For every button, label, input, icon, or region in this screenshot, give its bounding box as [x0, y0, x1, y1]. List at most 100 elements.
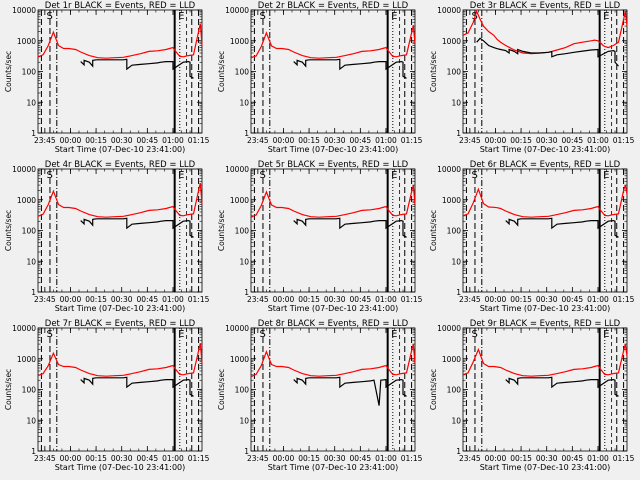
x-tick-label: 00:30 [536, 136, 558, 145]
x-axis-label: Start Time (07-Dec-10 23:41:00) [480, 304, 611, 313]
x-tick-label: 01:00 [587, 136, 609, 145]
y-tick-label: 1 [31, 447, 36, 456]
chart-title: Det 8r BLACK = Events, RED = LLD [258, 319, 409, 329]
x-tick-label: 01:15 [188, 295, 210, 304]
series-line-lld [37, 343, 203, 377]
chart-panel-2: Det 2r BLACK = Events, RED = LLD 1 10 100 10… [217, 1, 423, 154]
x-tick-label: 23:45 [34, 295, 56, 304]
x-tick-label: 01:15 [401, 295, 423, 304]
y-axis-label: Counts/sec [4, 369, 13, 410]
x-axis-label: Start Time (07-Dec-10 23:41:00) [480, 145, 611, 154]
start-marker: S [260, 11, 266, 22]
y-tick-label: 10000 [12, 6, 36, 15]
x-tick-label: 00:15 [85, 295, 107, 304]
series-line-events [293, 217, 407, 238]
x-tick-label: 00:30 [324, 136, 346, 145]
x-tick-label: 00:30 [324, 454, 346, 463]
y-tick-label: 100 [235, 386, 250, 395]
x-tick-label: 00:45 [137, 454, 159, 463]
y-tick-label: 10000 [437, 6, 461, 15]
plot-frame [250, 9, 416, 134]
chart-panel-4: Det 4r BLACK = Events, RED = LLD 1 10 100 10… [4, 160, 210, 313]
x-axis-label: Start Time (07-Dec-10 23:41:00) [268, 463, 399, 472]
x-tick-label: 00:15 [510, 295, 532, 304]
x-tick-label: 01:00 [375, 136, 397, 145]
x-tick-label: 23:45 [247, 454, 269, 463]
x-tick-label: 00:45 [350, 454, 372, 463]
x-tick-label: 01:00 [587, 295, 609, 304]
x-tick-label: 00:30 [111, 454, 133, 463]
y-tick-label: 10000 [12, 165, 36, 174]
chart-panel-3: Det 3r BLACK = Events, RED = LLD 1 10 100 10… [429, 1, 635, 154]
y-tick-label: 10000 [225, 6, 249, 15]
x-tick-label: 00:15 [510, 136, 532, 145]
y-tick-label: 1000 [442, 37, 461, 46]
series-line-events [80, 58, 194, 79]
series-line-lld [250, 25, 416, 59]
x-tick-label: 00:45 [562, 136, 584, 145]
start-marker: S [260, 329, 266, 340]
x-tick-label: 00:45 [137, 136, 159, 145]
x-tick-label: 00:30 [111, 295, 133, 304]
x-tick-label: 01:00 [375, 295, 397, 304]
x-tick-label: 00:30 [111, 136, 133, 145]
y-tick-label: 10 [451, 416, 461, 425]
x-tick-label: 00:30 [536, 454, 558, 463]
x-tick-label: 00:15 [85, 454, 107, 463]
start-marker: S [260, 170, 266, 181]
y-axis-label: Counts/sec [429, 51, 438, 92]
end-marker: E [178, 329, 184, 340]
y-tick-label: 10 [239, 257, 249, 266]
y-tick-label: 1 [456, 288, 461, 297]
y-axis-label: Counts/sec [429, 210, 438, 251]
x-tick-label: 00:15 [298, 136, 320, 145]
chart-panel-8: Det 8r BLACK = Events, RED = LLD 1 10 100 10… [217, 319, 423, 472]
series-line-events [293, 58, 407, 79]
y-tick-label: 10 [26, 98, 36, 107]
y-axis-label: Counts/sec [217, 210, 226, 251]
y-tick-label: 1 [244, 447, 249, 456]
chart-title: Det 1r BLACK = Events, RED = LLD [45, 1, 196, 11]
x-tick-label: 00:15 [510, 454, 532, 463]
y-tick-label: 1000 [17, 37, 36, 46]
x-tick-label: 23:45 [247, 295, 269, 304]
y-tick-label: 100 [447, 68, 462, 77]
chart-panel-6: Det 6r BLACK = Events, RED = LLD 1 10 100 10… [429, 160, 635, 313]
x-tick-label: 00:00 [485, 295, 507, 304]
series-line-events [505, 217, 619, 238]
y-tick-label: 100 [22, 68, 37, 77]
end-marker: E [603, 11, 609, 22]
series-line-lld [462, 343, 628, 377]
y-axis-label: Counts/sec [217, 51, 226, 92]
x-tick-label: 00:00 [60, 454, 82, 463]
series-line-events [293, 376, 407, 406]
series-line-lld [37, 182, 203, 218]
x-tick-label: 01:15 [613, 295, 635, 304]
x-tick-label: 00:00 [485, 136, 507, 145]
y-tick-label: 10000 [437, 324, 461, 333]
y-axis-label: Counts/sec [4, 210, 13, 251]
x-tick-label: 00:30 [324, 295, 346, 304]
end-marker: E [178, 11, 184, 22]
chart-title: Det 2r BLACK = Events, RED = LLD [258, 1, 409, 11]
y-tick-label: 1 [31, 129, 36, 138]
x-axis-label: Start Time (07-Dec-10 23:41:00) [55, 304, 186, 313]
start-marker: S [47, 329, 53, 340]
x-tick-label: 00:15 [298, 454, 320, 463]
end-marker: E [603, 329, 609, 340]
x-tick-label: 01:00 [162, 295, 184, 304]
y-tick-label: 100 [22, 386, 37, 395]
series-line-lld [462, 9, 628, 55]
end-marker: E [391, 170, 397, 181]
series-line-events [505, 376, 619, 397]
series-line-events [80, 217, 194, 238]
y-tick-label: 10 [239, 98, 249, 107]
y-tick-label: 10 [239, 416, 249, 425]
end-marker: E [391, 329, 397, 340]
x-tick-label: 23:45 [34, 454, 56, 463]
y-tick-label: 1000 [17, 196, 36, 205]
end-marker: E [391, 11, 397, 22]
x-axis-label: Start Time (07-Dec-10 23:41:00) [55, 463, 186, 472]
y-axis-label: Counts/sec [429, 369, 438, 410]
